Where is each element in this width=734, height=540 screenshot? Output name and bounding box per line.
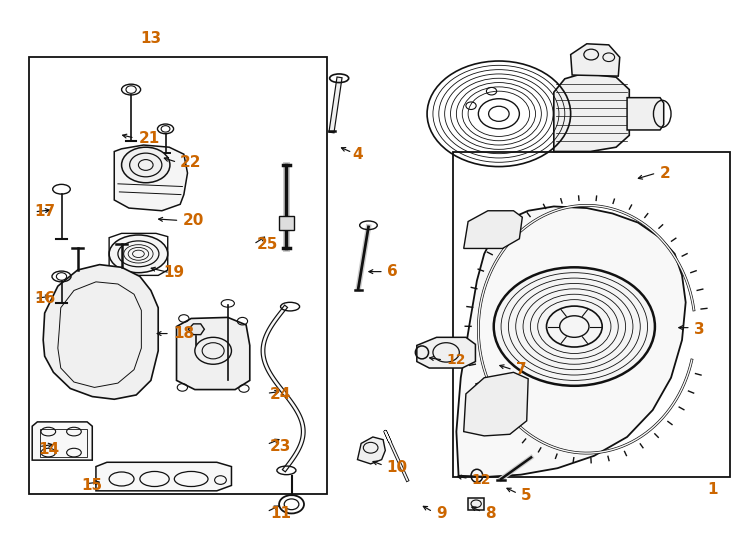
Ellipse shape bbox=[109, 235, 168, 273]
Text: 8: 8 bbox=[485, 506, 495, 521]
Text: 19: 19 bbox=[164, 265, 184, 280]
Text: 13: 13 bbox=[140, 31, 161, 46]
Polygon shape bbox=[627, 98, 664, 130]
Text: 21: 21 bbox=[139, 131, 160, 146]
Bar bbox=[29, 57, 327, 494]
Text: 5: 5 bbox=[521, 488, 531, 503]
Text: 25: 25 bbox=[256, 237, 277, 252]
Text: 23: 23 bbox=[269, 438, 291, 454]
Text: 24: 24 bbox=[269, 388, 291, 402]
Polygon shape bbox=[176, 318, 250, 389]
Ellipse shape bbox=[122, 147, 170, 183]
Text: 1: 1 bbox=[708, 482, 718, 497]
Polygon shape bbox=[464, 373, 528, 436]
Polygon shape bbox=[554, 73, 629, 152]
Polygon shape bbox=[457, 206, 686, 477]
Polygon shape bbox=[32, 422, 92, 460]
Bar bbox=[454, 152, 730, 477]
Text: 22: 22 bbox=[180, 155, 202, 170]
Text: 20: 20 bbox=[182, 213, 204, 228]
Polygon shape bbox=[115, 145, 187, 211]
Polygon shape bbox=[279, 216, 294, 229]
Ellipse shape bbox=[494, 267, 655, 386]
Polygon shape bbox=[96, 462, 231, 491]
Text: 18: 18 bbox=[173, 326, 194, 341]
Text: 12: 12 bbox=[472, 473, 491, 487]
Polygon shape bbox=[357, 437, 385, 464]
Text: 4: 4 bbox=[352, 147, 363, 161]
Text: 15: 15 bbox=[81, 478, 103, 493]
Text: 17: 17 bbox=[34, 204, 56, 219]
Text: 14: 14 bbox=[39, 442, 60, 457]
Text: 6: 6 bbox=[387, 264, 398, 279]
Text: 16: 16 bbox=[34, 291, 56, 306]
Polygon shape bbox=[464, 211, 523, 248]
Text: 10: 10 bbox=[387, 460, 408, 475]
Polygon shape bbox=[570, 44, 619, 76]
Text: 7: 7 bbox=[516, 362, 526, 377]
Polygon shape bbox=[188, 324, 204, 335]
Text: 11: 11 bbox=[270, 506, 291, 521]
Text: 12: 12 bbox=[446, 353, 465, 367]
Text: 3: 3 bbox=[694, 322, 705, 337]
Polygon shape bbox=[417, 338, 476, 368]
Text: 2: 2 bbox=[660, 166, 671, 180]
Text: 9: 9 bbox=[436, 506, 446, 521]
Bar bbox=[468, 498, 484, 510]
Polygon shape bbox=[43, 265, 159, 399]
